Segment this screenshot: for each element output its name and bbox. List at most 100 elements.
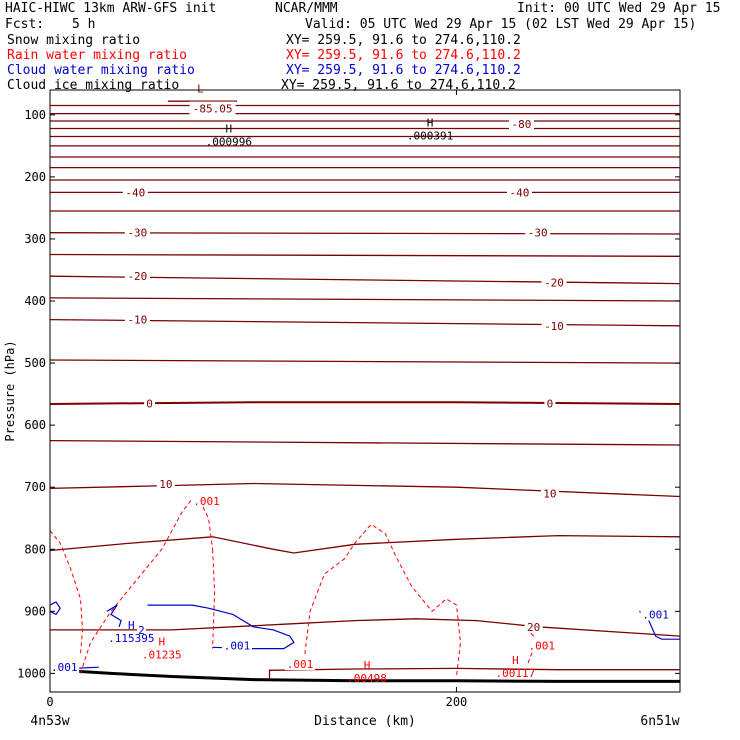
y-axis-label: Pressure (hPa)	[3, 340, 17, 441]
y-tick-label: 1000	[17, 666, 46, 680]
contour-label-bg	[191, 493, 222, 507]
rain-contour	[527, 620, 535, 665]
temperature-label: -30	[127, 227, 147, 240]
y-tick-label: 400	[24, 294, 46, 308]
contour-label-bg	[284, 657, 315, 671]
chart-title: HAIC-HIWC 13km ARW-GFS init	[5, 1, 217, 16]
isotherm-line	[50, 359, 680, 364]
temperature-label: 20	[527, 621, 540, 634]
temperature-label-bg	[541, 275, 567, 289]
organization-label: NCAR/MMM	[275, 1, 338, 16]
x-axis-label: Distance (km)	[314, 714, 416, 729]
contour-label-bg	[640, 607, 671, 621]
x-tick-label: 200	[446, 695, 468, 709]
contour-label: .001	[642, 608, 669, 621]
field-xy-snow: XY= 259.5, 91.6 to 274.6,110.2	[286, 33, 521, 48]
low-marker: L	[197, 82, 204, 95]
isotherm-line	[50, 232, 680, 235]
temperature-label: -40	[510, 186, 530, 199]
temperature-label: -80	[512, 118, 532, 131]
cloud-water-contour	[106, 604, 122, 627]
temperature-label: -20	[127, 270, 147, 283]
temperature-label: -30	[528, 227, 548, 240]
start-point-label: 4n53w	[30, 714, 69, 729]
extremum-value: .000996	[206, 136, 252, 149]
temperature-label: -20	[544, 276, 564, 289]
temperature-label-bg	[124, 312, 150, 326]
contour-label: .001	[193, 495, 220, 508]
cloud-water-contour	[147, 604, 295, 650]
y-tick-label: 800	[24, 542, 46, 556]
y-tick-label: 700	[24, 480, 46, 494]
temperature-label: -10	[127, 314, 147, 327]
temperature-label-bg	[156, 477, 175, 491]
temperature-label-bg	[541, 318, 567, 332]
temperature-label-bg	[524, 619, 543, 633]
extremum-value: .115395	[108, 632, 154, 645]
rain-contour	[50, 530, 84, 655]
y-tick-label: 900	[24, 604, 46, 618]
temperature-label: 0	[146, 397, 153, 410]
temperature-label-bg	[525, 225, 551, 239]
contour-label: .001	[51, 661, 78, 674]
isotherm-line	[50, 439, 680, 446]
temperature-label: -40	[125, 186, 145, 199]
cloud-water-contour	[50, 601, 61, 616]
y-tick-label: 600	[24, 418, 46, 432]
temperature-label-bg	[144, 396, 156, 410]
field-name-cloud-water: Cloud water mixing ratio	[7, 63, 195, 78]
field-xy-rain: XY= 259.5, 91.6 to 274.6,110.2	[286, 48, 521, 63]
y-tick-label: 500	[24, 356, 46, 370]
forecast-hour: 5 h	[72, 17, 96, 32]
rain-contour	[303, 523, 462, 677]
plot-frame	[49, 89, 681, 693]
temperature-label-bg	[189, 101, 236, 115]
valid-time: Valid: 05 UTC Wed 29 Apr 15 (02 LST Wed …	[305, 17, 697, 32]
contour-label: .001	[224, 639, 251, 652]
isotherm-line	[50, 297, 680, 302]
high-marker: H	[128, 619, 135, 632]
temperature-label-bg	[124, 225, 150, 239]
isotherm-line	[50, 253, 680, 257]
x-tick-label: 0	[46, 695, 53, 709]
extremum-value: .00117	[496, 667, 536, 680]
temperature-label: 10	[543, 487, 556, 500]
contour-label: 2	[138, 624, 145, 637]
contour-label: .001	[287, 658, 314, 671]
high-marker: H	[364, 659, 371, 672]
extremum-value: .000391	[407, 129, 453, 142]
isotherm-line	[50, 534, 680, 554]
temperature-label: -85.05	[193, 103, 233, 116]
extremum-value: .00498	[347, 672, 387, 685]
y-tick-label: 100	[24, 108, 46, 122]
contour-label: .001	[529, 639, 556, 652]
forecast-label: Fcst:	[5, 17, 45, 32]
y-tick-label: 200	[24, 170, 46, 184]
field-name-cloud-ice: Cloud ice mixing ratio	[7, 78, 180, 93]
temperature-label-bg	[508, 117, 534, 131]
isotherm-line	[50, 275, 680, 285]
rain-contour	[212, 549, 216, 649]
extremum-value: .01235	[142, 648, 182, 661]
temperature-label: 0	[547, 397, 554, 410]
rain-contour	[80, 492, 214, 674]
field-name-rain: Rain water mixing ratio	[7, 48, 188, 63]
field-xy-cloud-water: XY= 259.5, 91.6 to 274.6,110.2	[286, 63, 521, 78]
temperature-label-bg	[544, 396, 556, 410]
temperature-label: 10	[159, 478, 172, 491]
contour-label-bg	[49, 660, 80, 674]
temperature-label-bg	[540, 486, 559, 500]
y-tick-label: 300	[24, 232, 46, 246]
field-xy-cloud-ice: XY= 259.5, 91.6 to 274.6,110.2	[281, 78, 516, 93]
field-name-snow: Snow mixing ratio	[7, 33, 141, 48]
high-marker: H	[512, 654, 519, 667]
temperature-label-bg	[122, 185, 148, 199]
isotherm-line	[50, 482, 680, 498]
contour-label-bg	[221, 638, 252, 652]
high-marker: H	[427, 116, 434, 129]
isotherm-line	[50, 318, 680, 327]
surface-line	[50, 668, 680, 683]
high-marker: H	[158, 635, 165, 648]
isotherm-line	[268, 667, 680, 679]
temperature-label: -10	[544, 320, 564, 333]
